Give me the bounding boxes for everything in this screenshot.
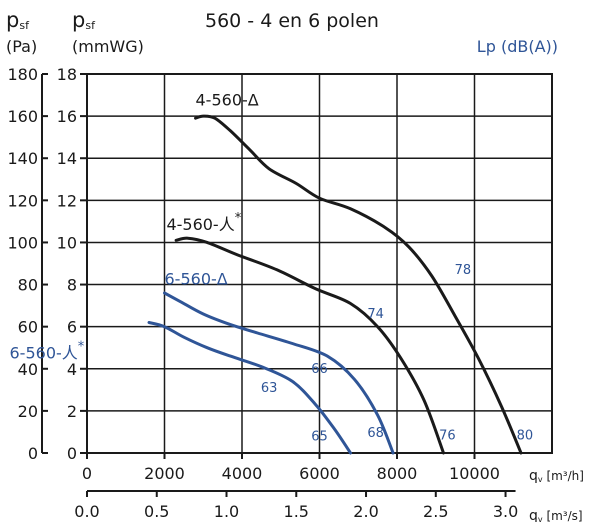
y-axis: 0 2 4 6 8 10 12 14 16 18: [57, 65, 87, 463]
series-line-2: [174, 236, 445, 455]
left-axis-tick-label: 60: [18, 318, 38, 337]
x2-axis-tick-label: 0.0: [74, 502, 99, 521]
x2-axis-label: qv [m³/s]: [529, 508, 583, 522]
y-axis-tick-label: 16: [57, 107, 77, 126]
x-axis-tick-label: 6000: [299, 464, 340, 483]
curve-label: 4-560-Δ: [196, 91, 259, 110]
left-axis-tick-label: 40: [18, 360, 38, 379]
left-axis-tick-label: 0: [28, 444, 38, 463]
x-axis-tick-label: 10000: [449, 464, 500, 483]
left-axis: 0 20 40 60 80 100 120 140 160 180: [7, 65, 48, 463]
x-axis: 0 2000 4000 6000 8000 10000: [82, 453, 500, 483]
y-axis-tick-label: 8: [67, 276, 77, 295]
y-axis-tick-label: 2: [67, 402, 77, 421]
chart-title: 560 - 4 en 6 polen: [205, 10, 379, 32]
left-axis-tick-label: 20: [18, 402, 38, 421]
dba-label: 65: [311, 429, 328, 444]
dba-label: 80: [517, 428, 534, 443]
y-axis-tick-label: 6: [67, 318, 77, 337]
y-axis-tick-label: 18: [57, 65, 77, 84]
x-axis-tick-label: 2000: [144, 464, 185, 483]
left-axis-tick-label: 160: [7, 107, 38, 126]
left-axis-tick-label: 100: [7, 233, 38, 252]
left-axis-unit: (Pa): [6, 37, 37, 56]
series-line-4: [147, 321, 352, 455]
dba-label: 78: [455, 263, 472, 278]
secondary-x-axis: 0.0 0.5 1.0 1.5 2.0 2.5 3.0: [74, 490, 518, 521]
x-axis-tick-label: 8000: [377, 464, 418, 483]
left-axis-tick-label: 180: [7, 65, 38, 84]
dba-label: 66: [311, 362, 328, 377]
left-axis-tick-label: 80: [18, 276, 38, 295]
y-axis-tick-label: 10: [57, 233, 77, 252]
y-axis-tick-label: 12: [57, 191, 77, 210]
curve-label: 4-560-人*: [166, 211, 241, 234]
lp-label: Lp (dB(A)): [477, 37, 558, 56]
x-axis-tick-label: 4000: [222, 464, 263, 483]
y-axis-tick-label: 4: [67, 360, 77, 379]
x2-axis-tick-label: 2.0: [353, 502, 378, 521]
y-axis-unit: (mmWG): [72, 37, 144, 56]
series-line-3: [163, 291, 395, 455]
x-axis-label: qv [m³/h]: [529, 468, 584, 484]
y-axis-symbol: psf: [72, 8, 96, 32]
x-axis-tick-label: 0: [82, 464, 92, 483]
left-axis-tick-label: 140: [7, 149, 38, 168]
y-axis-tick-label: 14: [57, 149, 77, 168]
dba-label: 63: [261, 381, 278, 396]
dba-label: 76: [439, 428, 456, 443]
left-axis-symbol: psf: [6, 8, 30, 32]
y-axis-tick-label: 0: [67, 444, 77, 463]
series-group: [147, 114, 523, 455]
left-axis-tick-label: 120: [7, 191, 38, 210]
x2-axis-tick-label: 1.0: [214, 502, 239, 521]
x2-axis-tick-label: 2.5: [423, 502, 448, 521]
x2-axis-tick-label: 0.5: [144, 502, 169, 521]
grid: [86, 73, 553, 454]
curve-label: 6-560-Δ: [165, 270, 228, 289]
x2-axis-tick-label: 3.0: [493, 502, 518, 521]
dba-label: 68: [367, 426, 384, 441]
curve-label: 6-560-人*: [10, 339, 85, 362]
dba-label: 74: [367, 307, 384, 322]
x2-axis-tick-label: 1.5: [284, 502, 309, 521]
series-line-1: [194, 114, 523, 455]
